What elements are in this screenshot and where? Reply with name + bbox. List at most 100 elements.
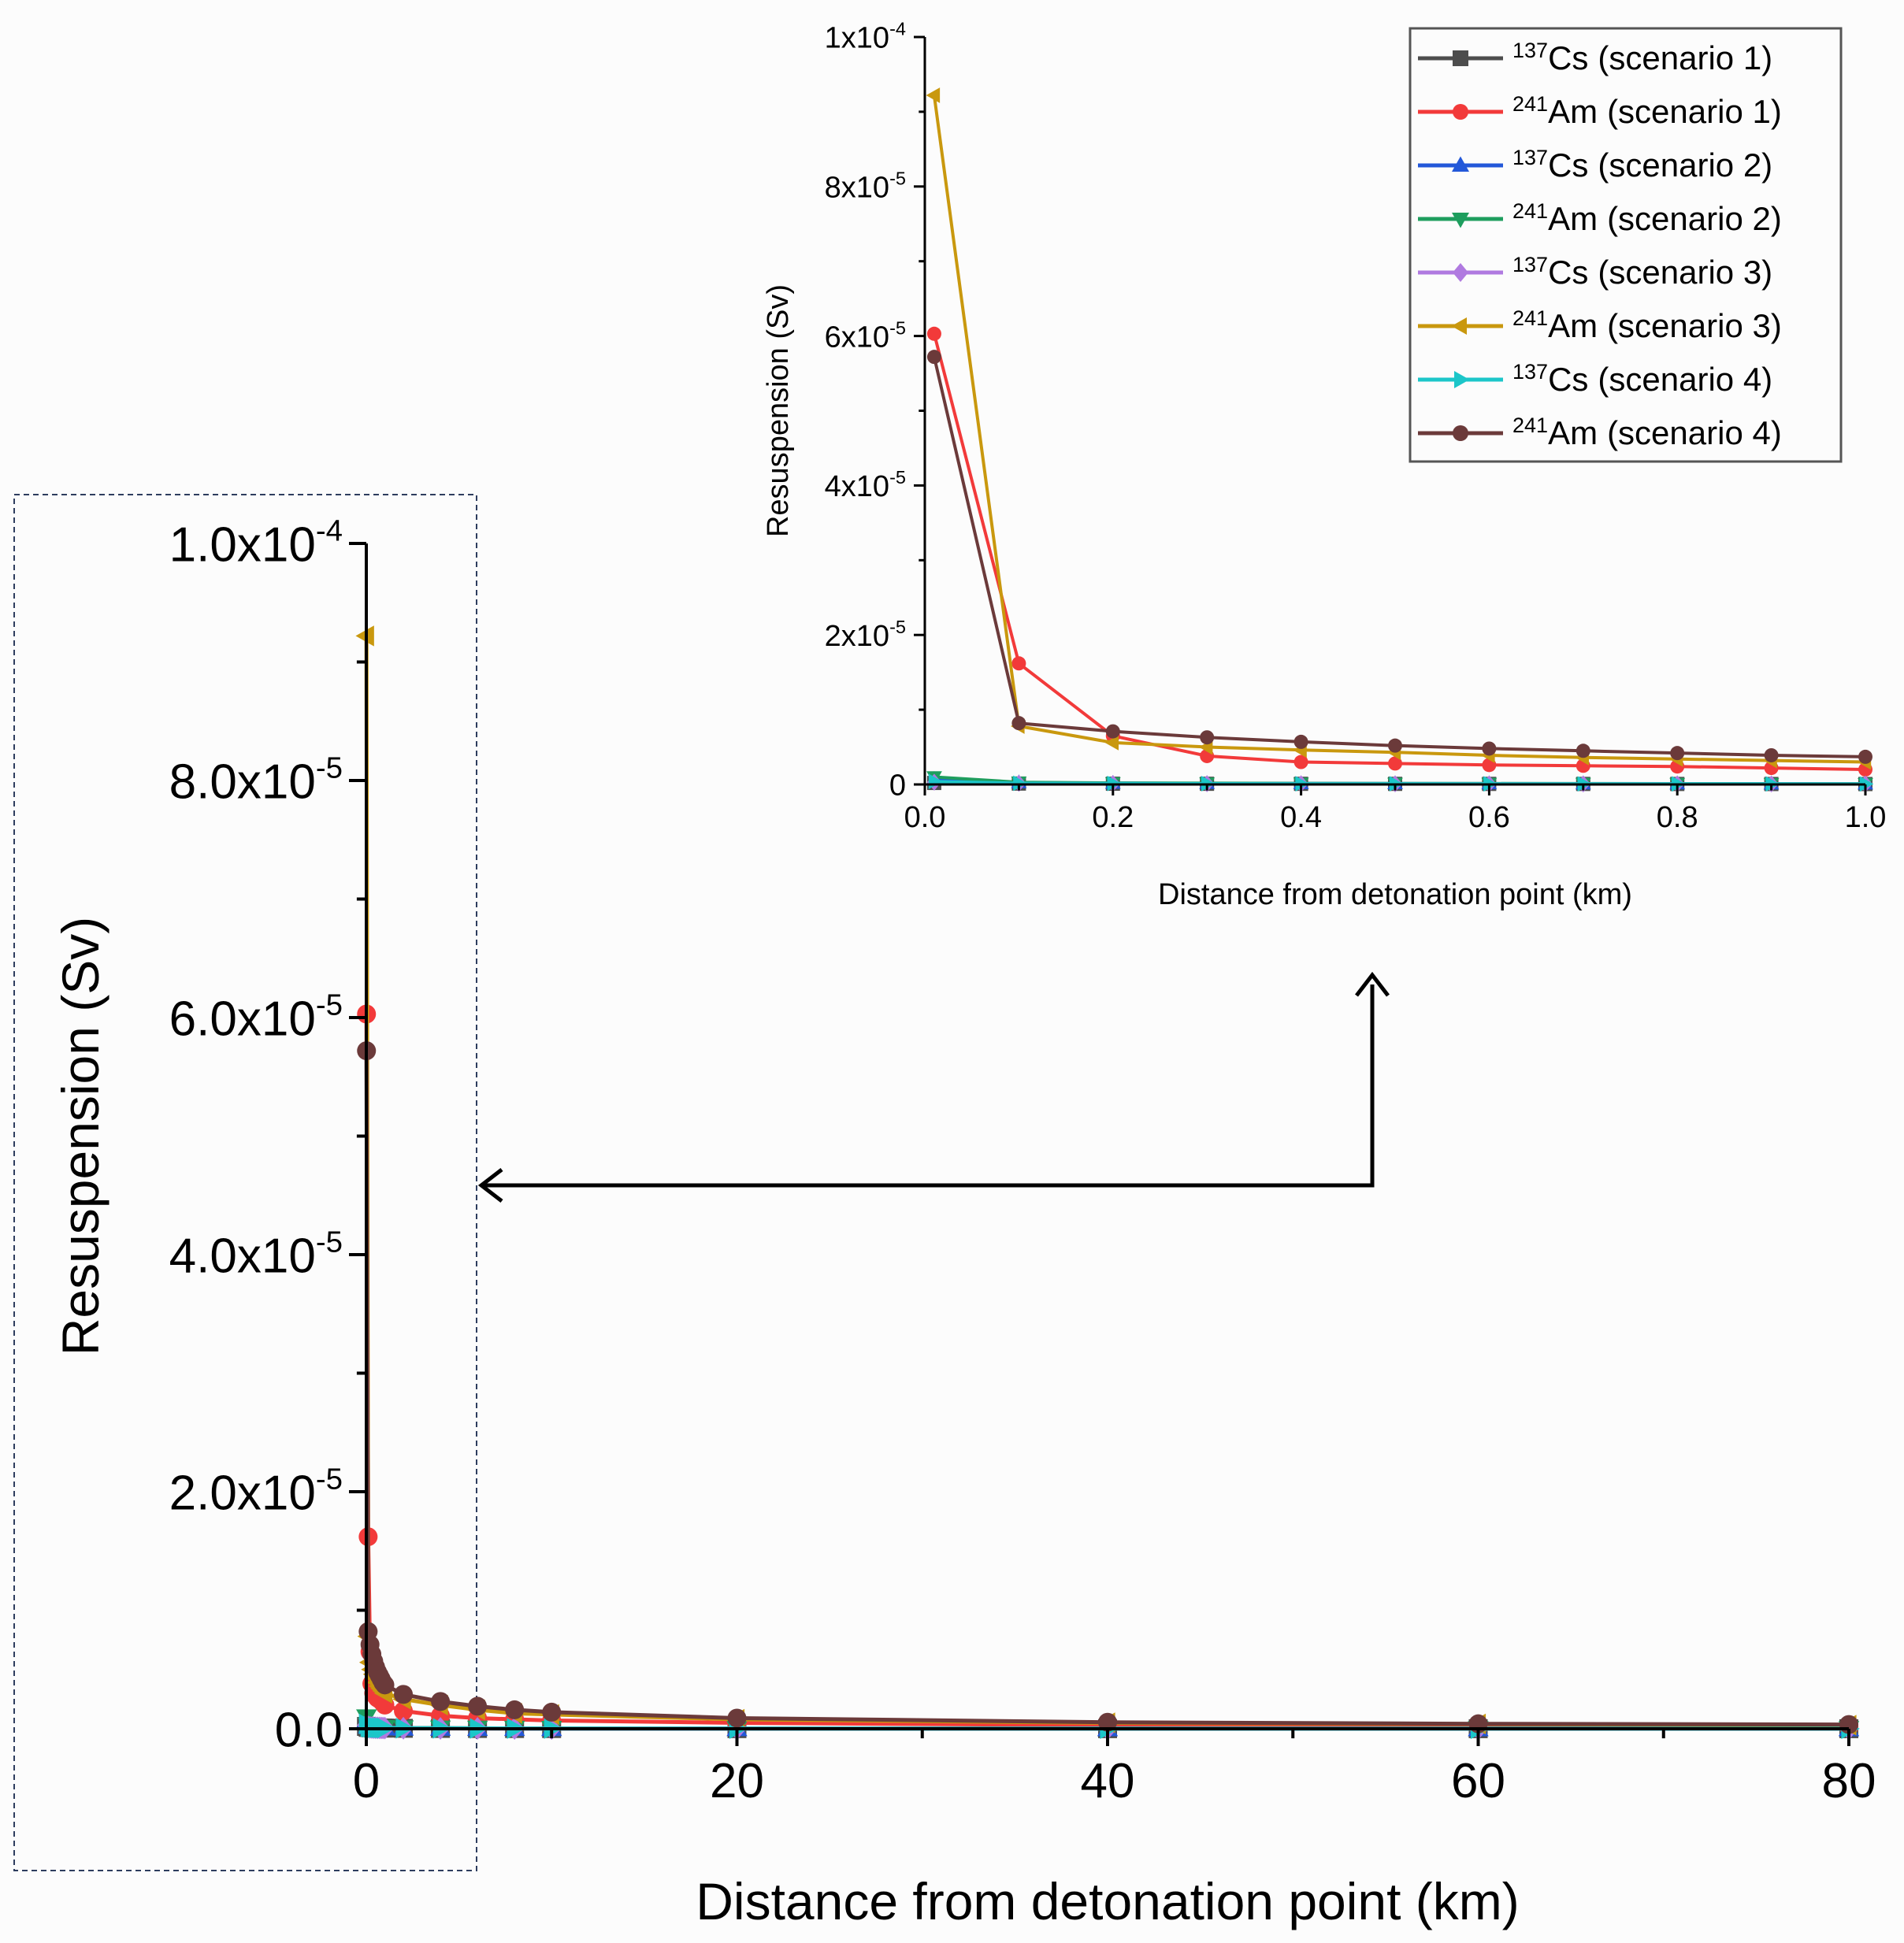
inset-chart-point-s2-1	[926, 326, 941, 341]
main-chart-point-s8-12	[394, 1685, 414, 1704]
legend-isotope: 137	[1512, 146, 1548, 169]
inset-chart-point-s2-2	[1011, 656, 1026, 671]
main-chart-point-s8-18	[1098, 1712, 1117, 1732]
legend: 137Cs (scenario 1)241Am (scenario 1)137Cs(…	[1409, 27, 1843, 463]
main-chart-y-tick-label-mantissa: 4.0x10	[169, 1229, 316, 1283]
inset-chart-point-s8-5	[1293, 734, 1308, 749]
arrowhead-left	[477, 1168, 503, 1203]
legend-scenario: (scenario 2)	[1607, 200, 1782, 237]
inset-chart-point-s6-1	[926, 87, 941, 103]
inset-chart-x-tick-label: 0.0	[904, 801, 946, 834]
main-chart-y-tick-label-exponent: -4	[316, 514, 343, 547]
legend-element: Am	[1548, 414, 1598, 451]
inset-chart-x-tick-label: 0.6	[1468, 801, 1510, 834]
main-chart-point-s8-15	[505, 1700, 525, 1719]
inset-chart-x-tick-label: 1.0	[1845, 801, 1887, 834]
legend-scenario: (scenario 1)	[1607, 93, 1782, 130]
inset-chart-y-tick-label: 4x10-5	[825, 467, 906, 503]
inset-chart-point-s7-2	[1013, 775, 1027, 792]
inset-chart-point-s2-6	[1388, 756, 1402, 771]
main-chart-y-tick-label: 6.0x10-5	[169, 988, 343, 1046]
legend-element: Am	[1548, 307, 1598, 344]
main-chart-y-tick-label-exponent: -5	[316, 1462, 343, 1496]
main-chart-point-s8-16	[542, 1702, 562, 1722]
inset-chart-x-axis-title: Distance from detonation point (km)	[1158, 878, 1632, 911]
legend-scenario: (scenario 2)	[1598, 146, 1772, 184]
inset-chart-y-tick-label-mantissa: 0	[889, 769, 906, 803]
main-chart-x-tick-label: 20	[710, 1754, 764, 1808]
main-chart-y-tick-label-exponent: -5	[316, 988, 343, 1022]
legend-element: Am	[1548, 93, 1598, 130]
legend-swatch-marker	[1453, 50, 1468, 66]
legend-entry: 137Cs (scenario 1)	[1512, 39, 1772, 76]
legend-element: Am	[1548, 200, 1598, 237]
legend-entry: 241Am (scenario 1)	[1512, 92, 1782, 130]
main-chart-y-tick-label-exponent: -5	[316, 751, 343, 784]
legend-isotope: 241	[1512, 199, 1548, 223]
legend-isotope: 241	[1512, 306, 1548, 330]
inset-chart-y-tick-label: 6x10-5	[825, 317, 906, 354]
legend-entry: 137Cs (scenario 3)	[1512, 253, 1772, 291]
inset-chart-y-tick-label-mantissa: 6x10	[825, 321, 889, 354]
inset-chart-point-s8-4	[1200, 730, 1215, 745]
legend-swatch-marker	[1453, 425, 1468, 441]
legend-entry: 137Cs (scenario 2)	[1512, 146, 1772, 184]
main-chart-point-s8-17	[727, 1708, 747, 1728]
main-chart-y-axis-title: Resuspension (Sv)	[51, 917, 109, 1356]
inset-chart-x-tick-label: 0.4	[1280, 801, 1322, 834]
main-chart-y-tick-label-mantissa: 0.0	[275, 1703, 343, 1757]
main-chart-x-tick-label: 0	[353, 1754, 380, 1808]
inset-chart-point-s8-6	[1388, 738, 1402, 753]
main-chart-y-tick-label-mantissa: 8.0x10	[169, 755, 316, 809]
legend-element: Cs	[1548, 361, 1588, 398]
main-chart-y-tick-label-mantissa: 2.0x10	[169, 1466, 316, 1520]
legend-element: Cs	[1548, 146, 1588, 184]
inset-chart-point-s2-5	[1293, 755, 1308, 769]
inset-chart-y-tick-label-exponent: -5	[889, 617, 906, 637]
legend-box	[1409, 27, 1843, 463]
legend-entry: 137Cs (scenario 4)	[1512, 360, 1772, 398]
legend-swatch-marker	[1452, 156, 1469, 172]
inset-chart-point-s8-2	[1011, 716, 1026, 731]
inset-chart-y-tick-label-exponent: -4	[889, 19, 906, 39]
main-chart-series-line-2	[364, 1014, 1850, 1730]
legend-scenario: (scenario 4)	[1598, 361, 1772, 398]
inset-chart-y-tick-label-exponent: -5	[889, 169, 906, 189]
legend-swatch-marker	[1451, 317, 1467, 335]
legend-isotope: 241	[1512, 92, 1548, 116]
legend-isotope: 137	[1512, 360, 1548, 384]
main-chart-x-tick-label: 80	[1822, 1754, 1876, 1808]
inset-chart-point-s8-11	[1858, 749, 1872, 764]
main-chart-y-tick-label: 2.0x10-5	[169, 1462, 343, 1520]
main-chart-y-tick-label: 0.0	[275, 1703, 343, 1757]
inset-chart-y-tick-label-exponent: -5	[889, 317, 906, 338]
inset-chart-point-s8-1	[926, 350, 941, 365]
main-chart-y-tick-label-mantissa: 6.0x10	[169, 992, 316, 1046]
main-chart-y-tick-label-mantissa: 1.0x10	[169, 517, 316, 572]
inset-chart-y-tick-label-mantissa: 1x10	[825, 22, 889, 55]
main-chart-y-tick-label-exponent: -5	[316, 1225, 343, 1259]
legend-scenario: (scenario 3)	[1607, 307, 1782, 344]
inset-chart-y-tick-label-mantissa: 2x10	[825, 620, 889, 653]
main-chart-y-tick-label: 4.0x10-5	[169, 1225, 343, 1283]
legend-scenario: (scenario 4)	[1607, 414, 1782, 451]
inset-chart-y-tick-label: 0	[889, 769, 906, 803]
main-chart-point-s8-11	[375, 1675, 395, 1695]
legend-entry: 241Am (scenario 4)	[1512, 413, 1782, 451]
inset-chart-point-s7-11	[1859, 776, 1874, 792]
legend-scenario: (scenario 3)	[1598, 254, 1772, 291]
legend-isotope: 137	[1512, 39, 1548, 62]
legend-element: Cs	[1548, 254, 1588, 291]
legend-isotope: 241	[1512, 413, 1548, 437]
main-chart-x-axis-title: Distance from detonation point (km)	[696, 1872, 1519, 1930]
zoom-region-box	[13, 494, 477, 1871]
main-chart-x-tick-label: 40	[1081, 1754, 1135, 1808]
inset-chart-point-s8-8	[1576, 743, 1590, 758]
legend-swatch-marker	[1453, 104, 1468, 120]
main-chart-y-tick-label: 8.0x10-5	[169, 751, 343, 809]
legend-swatch-marker	[1453, 263, 1468, 282]
inset-chart-y-tick-label-mantissa: 8x10	[825, 171, 889, 204]
inset-chart-point-s6-3	[1104, 734, 1119, 751]
